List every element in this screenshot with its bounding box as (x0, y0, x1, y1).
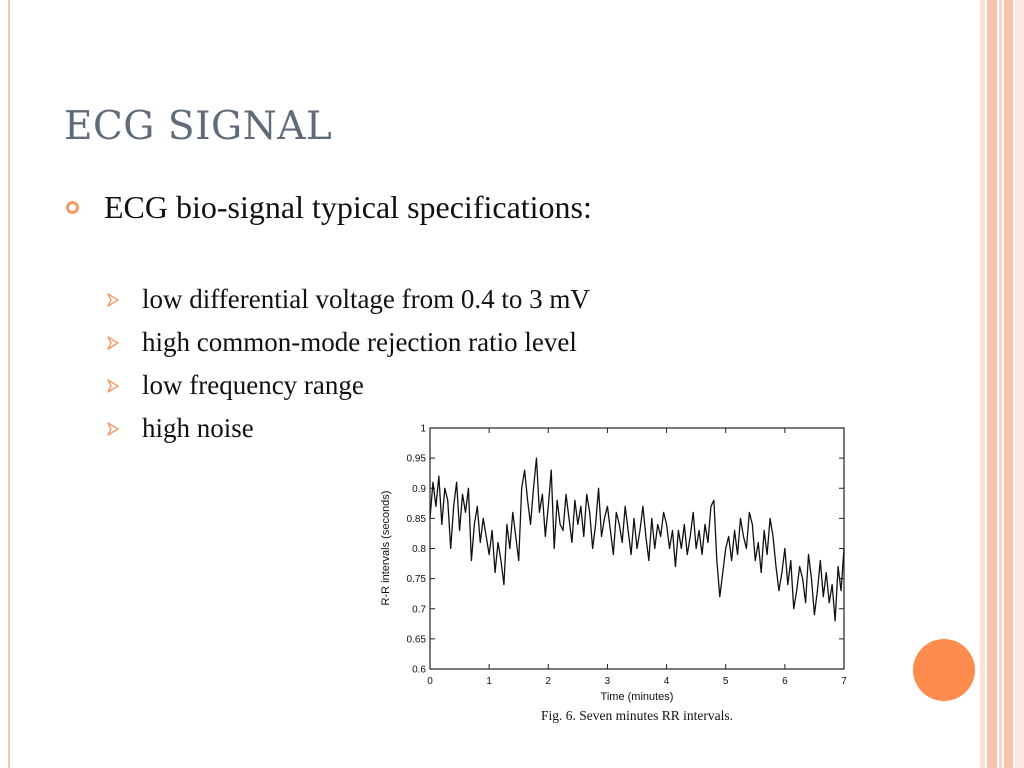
x-tick-label: 5 (723, 676, 729, 687)
x-tick-label: 2 (546, 676, 552, 687)
sub-bullet-list: low differential voltage from 0.4 to 3 m… (106, 284, 726, 456)
x-axis-label: Time (minutes) (601, 691, 674, 703)
x-axis-ticks: 0 1 2 3 4 5 6 7 (427, 428, 847, 687)
x-tick-label: 4 (664, 676, 670, 687)
y-tick-label: 0.95 (407, 454, 427, 465)
orange-circle-decoration (913, 639, 975, 701)
left-decorative-rule (8, 0, 10, 768)
rr-series-line (429, 457, 845, 622)
y-tick-label: 0.8 (412, 544, 426, 555)
y-tick-label: 0.9 (412, 484, 426, 495)
list-item: high common-mode rejection ratio level (106, 327, 726, 370)
x-tick-label: 6 (782, 676, 788, 687)
y-tick-label: 0.75 (407, 574, 427, 585)
sub-bullet-text: high noise (142, 413, 254, 443)
x-tick-label: 7 (841, 676, 847, 687)
sub-bullet-text: low frequency range (142, 370, 364, 400)
x-tick-label: 3 (605, 676, 611, 687)
y-tick-label: 0.7 (412, 604, 426, 615)
ring-bullet-icon (66, 201, 79, 214)
right-decorative-band-1 (980, 0, 985, 768)
arrow-bullet-icon (107, 293, 119, 307)
y-tick-label: 0.6 (412, 665, 426, 676)
sub-bullet-text: low differential voltage from 0.4 to 3 m… (142, 284, 590, 314)
arrow-bullet-icon (107, 422, 119, 436)
x-tick-label: 1 (486, 676, 492, 687)
right-decorative-band-4 (1004, 0, 1013, 768)
list-item: low frequency range (106, 370, 726, 413)
main-bullet-text: ECG bio-signal typical specifications: (104, 189, 592, 225)
main-bullet: ECG bio-signal typical specifications: (62, 189, 702, 229)
sub-bullet-text: high common-mode rejection ratio level (142, 327, 577, 357)
list-item: low differential voltage from 0.4 to 3 m… (106, 284, 726, 327)
x-tick-label: 0 (427, 676, 433, 687)
arrow-bullet-icon (107, 336, 119, 350)
figure-caption: Fig. 6. Seven minutes RR intervals. (541, 708, 733, 723)
y-tick-label: 0.85 (407, 514, 427, 525)
list-item: high noise (106, 413, 726, 456)
y-axis-label: R-R intervals (seconds) (380, 491, 392, 606)
right-decorative-band-2 (987, 0, 997, 768)
arrow-bullet-icon (107, 379, 119, 393)
right-decorative-band-3 (999, 0, 1002, 768)
y-tick-label: 0.65 (407, 634, 427, 645)
slide-title: ECG SIGNAL (64, 104, 333, 149)
right-decorative-band-5 (1015, 0, 1024, 768)
rr-interval-chart: 0.6 0.65 0.7 0.75 0.8 0.85 0.9 0.95 1 0 1 2 3 4 5 6 7 T… (380, 424, 847, 724)
y-tick-label: 1 (420, 424, 426, 435)
